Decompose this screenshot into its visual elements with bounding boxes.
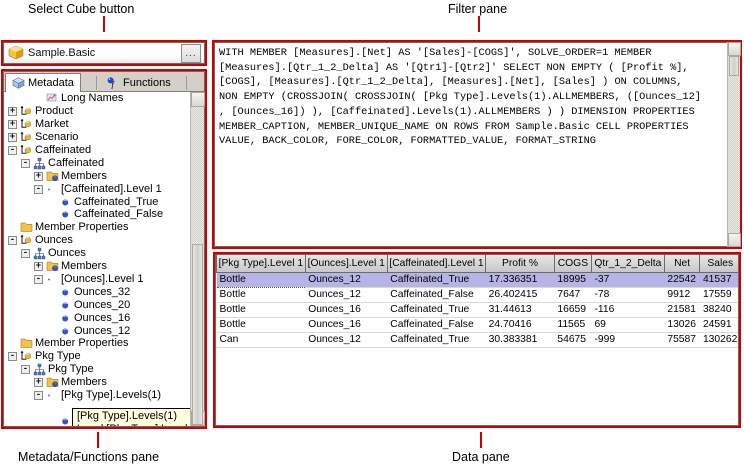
svg-text:f: f: [111, 80, 115, 89]
